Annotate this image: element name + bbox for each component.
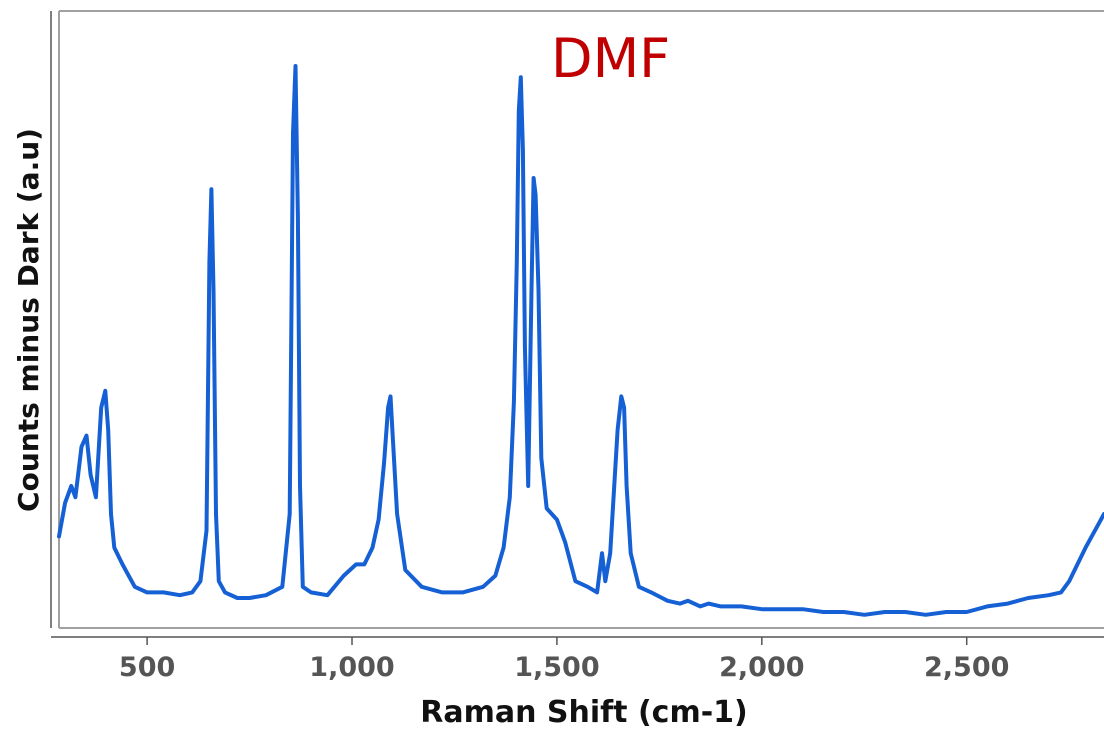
x-tick-label-500: 500 xyxy=(119,652,175,683)
x-tick-label-1500: 1,500 xyxy=(514,652,599,683)
x-axis-ticks: 500 1,000 1,500 2,000 2,500 xyxy=(119,637,1009,683)
x-axis-label: Raman Shift (cm-1) xyxy=(420,695,748,730)
x-tick-label-2000: 2,000 xyxy=(719,652,804,683)
x-tick-label-2500: 2,500 xyxy=(924,652,1009,683)
y-axis-label: Counts minus Dark (a.u) xyxy=(12,128,45,512)
chart-title: DMF xyxy=(551,27,670,90)
spectrum-line xyxy=(57,64,1104,617)
x-tick-label-1000: 1,000 xyxy=(309,652,394,683)
